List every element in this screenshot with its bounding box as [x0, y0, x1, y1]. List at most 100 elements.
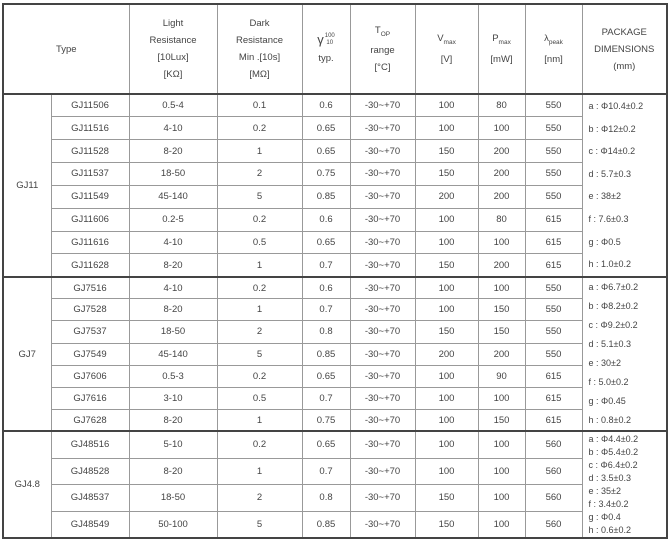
table-body: GJ11 GJ11506 0.5-4 0.1 0.6 -30~+70 100 80 550 a :… — [2, 93, 668, 539]
gamma-symbol: γ 100 10 — [317, 31, 335, 48]
cell-pmax: 100 — [477, 386, 526, 410]
cell-model: GJ11516 — [50, 116, 130, 141]
dimension-item: a : Φ10.4±0.2 — [588, 101, 644, 111]
cell-dark-resistance: 1 — [216, 457, 303, 486]
cell-model: GJ7628 — [50, 408, 130, 432]
table-row: GJ7616 3-10 0.5 0.7 -30~+70 100 100 615 — [3, 386, 667, 410]
cell-pmax: 100 — [477, 510, 526, 539]
header-text: [mW] — [490, 53, 513, 65]
header-light-resistance: Light Resistance [10Lux] [KΩ] — [128, 3, 218, 95]
header-top-range: TOP range [°C] — [349, 3, 416, 95]
cell-pmax: 100 — [477, 275, 526, 300]
cell-gamma: 0.6 — [301, 275, 351, 300]
cell-gamma: 0.85 — [301, 184, 351, 209]
dimension-item: e : 35±2 — [588, 485, 621, 496]
cell-light-resistance: 8-20 — [128, 253, 218, 278]
group-name: GJ7 — [2, 275, 52, 432]
table-row: GJ48537 18-50 2 0.8 -30~+70 150 100 560 — [3, 484, 667, 512]
specifications-table: Type Light Resistance [10Lux] [KΩ] Dark … — [2, 3, 668, 539]
cell-lambda-peak: 615 — [524, 408, 583, 432]
cell-pmax: 80 — [477, 93, 526, 118]
cell-pmax: 200 — [477, 162, 526, 186]
cell-light-resistance: 50-100 — [128, 510, 218, 539]
cell-gamma: 0.6 — [301, 207, 351, 232]
cell-dark-resistance: 0.1 — [216, 93, 303, 118]
cell-lambda-peak: 615 — [524, 386, 583, 410]
cell-pmax: 100 — [477, 430, 526, 459]
cell-gamma: 0.65 — [301, 116, 351, 141]
cell-lambda-peak: 550 — [524, 93, 583, 118]
cell-lambda-peak: 550 — [524, 275, 583, 300]
cell-pmax: 100 — [477, 457, 526, 486]
cell-vmax: 150 — [414, 253, 479, 278]
cell-light-resistance: 4-10 — [128, 275, 218, 300]
dimension-item: d : 3.5±0.3 — [588, 472, 631, 483]
cell-pmax: 200 — [477, 342, 526, 366]
cell-dark-resistance: 0.2 — [216, 275, 303, 300]
cell-temp-range: -30~+70 — [349, 320, 416, 344]
table-row: GJ7549 45-140 5 0.85 -30~+70 200 200 550 — [3, 342, 667, 366]
header-vmax: Vmax [V] — [414, 3, 479, 95]
group-name: GJ4.8 — [2, 430, 52, 539]
cell-pmax: 200 — [477, 253, 526, 278]
cell-lambda-peak: 615 — [524, 207, 583, 232]
cell-dark-resistance: 0.5 — [216, 230, 303, 255]
cell-model: GJ11549 — [50, 184, 130, 209]
header-text: range — [370, 45, 395, 57]
dimension-item: h : 0.6±0.2 — [588, 524, 631, 535]
table-row: GJ4.8 GJ48516 5-10 0.2 0.65 -30~+70 100 100 560 a… — [2, 430, 668, 539]
header-text: Resistance — [236, 35, 284, 46]
cell-pmax: 100 — [477, 116, 526, 141]
cell-lambda-peak: 550 — [524, 116, 583, 141]
lambda-sub: peak — [548, 38, 563, 46]
package-dimensions: a : Φ6.7±0.2 b : Φ8.2±0.2 c : Φ9.2±0.2 d : … — [581, 275, 668, 432]
cell-pmax: 90 — [477, 364, 526, 388]
cell-vmax: 100 — [414, 408, 479, 432]
cell-temp-range: -30~+70 — [349, 484, 416, 512]
cell-lambda-peak: 615 — [524, 253, 583, 278]
dimension-item: d : 5.1±0.3 — [588, 339, 631, 350]
cell-temp-range: -30~+70 — [349, 207, 416, 232]
cell-pmax: 200 — [477, 139, 526, 164]
table-row: GJ11537 18-50 2 0.75 -30~+70 150 200 550 — [3, 162, 667, 186]
cell-vmax: 150 — [414, 484, 479, 512]
cell-temp-range: -30~+70 — [349, 116, 416, 141]
cell-pmax: 200 — [477, 184, 526, 209]
cell-light-resistance: 0.2-5 — [128, 207, 218, 232]
dimension-item: c : Φ14±0.2 — [588, 146, 636, 157]
cell-gamma: 0.8 — [301, 484, 351, 512]
cell-model: GJ48549 — [50, 510, 130, 539]
table-row: GJ11616 4-10 0.5 0.65 -30~+70 100 100 615 — [3, 230, 667, 255]
cell-vmax: 150 — [414, 320, 479, 344]
cell-pmax: 150 — [477, 298, 526, 322]
header-text: PACKAGE — [601, 26, 647, 38]
cell-model: GJ11606 — [50, 207, 130, 232]
cell-temp-range: -30~+70 — [349, 342, 416, 366]
t-letter: T — [374, 24, 381, 36]
header-gamma: γ 100 10 typ. — [301, 3, 351, 95]
cell-light-resistance: 0.5-4 — [128, 93, 218, 118]
lambda-letter: λ — [544, 33, 549, 45]
top-symbol: TOP — [351, 22, 415, 43]
dimension-item: f : 7.6±0.3 — [588, 213, 629, 224]
p-sub: max — [498, 38, 511, 46]
cell-gamma: 0.65 — [301, 364, 351, 388]
cell-vmax: 100 — [414, 298, 479, 322]
dimension-item: c : Φ6.4±0.2 — [588, 459, 638, 470]
cell-vmax: 150 — [414, 139, 479, 164]
cell-temp-range: -30~+70 — [349, 139, 416, 164]
dimension-item: a : Φ4.4±0.2 — [588, 433, 639, 444]
cell-pmax: 100 — [477, 230, 526, 255]
cell-model: GJ7606 — [50, 364, 130, 388]
header-text: [nm] — [544, 53, 563, 65]
cell-vmax: 100 — [414, 116, 479, 141]
cell-vmax: 100 — [414, 430, 479, 459]
cell-gamma: 0.7 — [301, 386, 351, 410]
cell-dark-resistance: 0.2 — [216, 430, 303, 459]
cell-dark-resistance: 0.2 — [216, 116, 303, 141]
cell-dark-resistance: 0.5 — [216, 386, 303, 410]
cell-vmax: 100 — [414, 93, 479, 118]
cell-lambda-peak: 550 — [524, 342, 583, 366]
cell-gamma: 0.75 — [301, 408, 351, 432]
cell-temp-range: -30~+70 — [349, 162, 416, 186]
